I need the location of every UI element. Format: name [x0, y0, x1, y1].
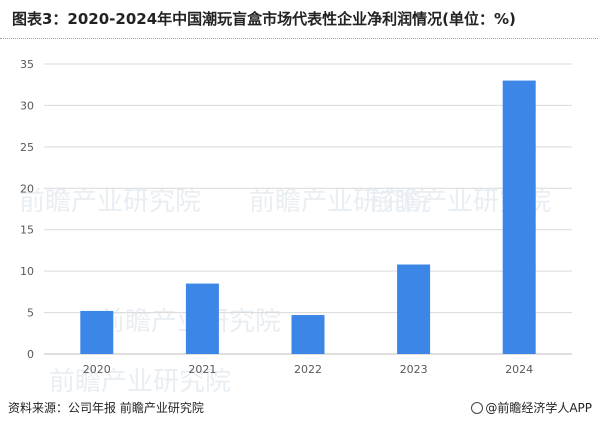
y-tick-label: 25 [20, 141, 34, 154]
chart-title: 图表3：2020-2024年中国潮玩盲盒市场代表性企业净利润情况(单位：%) [12, 10, 516, 28]
bar-2024 [502, 80, 536, 355]
y-tick-label: 35 [20, 58, 34, 71]
bar-chart: 前瞻产业研究院前瞻产业研究院前瞻产业研究院前瞻产业研究院前瞻产业研究院05101… [19, 58, 572, 395]
x-tick-label: 2023 [400, 363, 428, 376]
x-tick-label: 2024 [505, 363, 533, 376]
title-divider [0, 38, 598, 39]
x-tick-label: 2020 [83, 363, 111, 376]
brand-label: @前瞻经济学人APP [485, 401, 592, 415]
y-tick-label: 30 [20, 99, 34, 112]
watermark-text: 前瞻产业研究院 [19, 187, 201, 217]
footer: 资料来源：公司年报 前瞻产业研究院 @前瞻经济学人APP [0, 399, 598, 419]
x-tick-label: 2022 [294, 363, 322, 376]
watermark-text: 前瞻产业研究院 [49, 367, 231, 395]
x-tick-label: 2021 [188, 363, 216, 376]
y-tick-label: 15 [20, 224, 34, 237]
bar-2020 [80, 310, 114, 354]
y-tick-label: 10 [20, 265, 34, 278]
brand-credit: @前瞻经济学人APP [471, 399, 592, 416]
brand-logo-icon [471, 402, 484, 414]
bar-2023 [397, 264, 431, 354]
y-tick-label: 5 [27, 307, 34, 320]
bar-2022 [291, 315, 325, 354]
bar-2021 [185, 283, 219, 354]
y-tick-label: 20 [20, 182, 34, 195]
y-tick-label: 0 [27, 348, 34, 361]
watermark-text: 前瞻产业研究院 [249, 187, 431, 217]
source-note: 资料来源：公司年报 前瞻产业研究院 [8, 401, 204, 415]
